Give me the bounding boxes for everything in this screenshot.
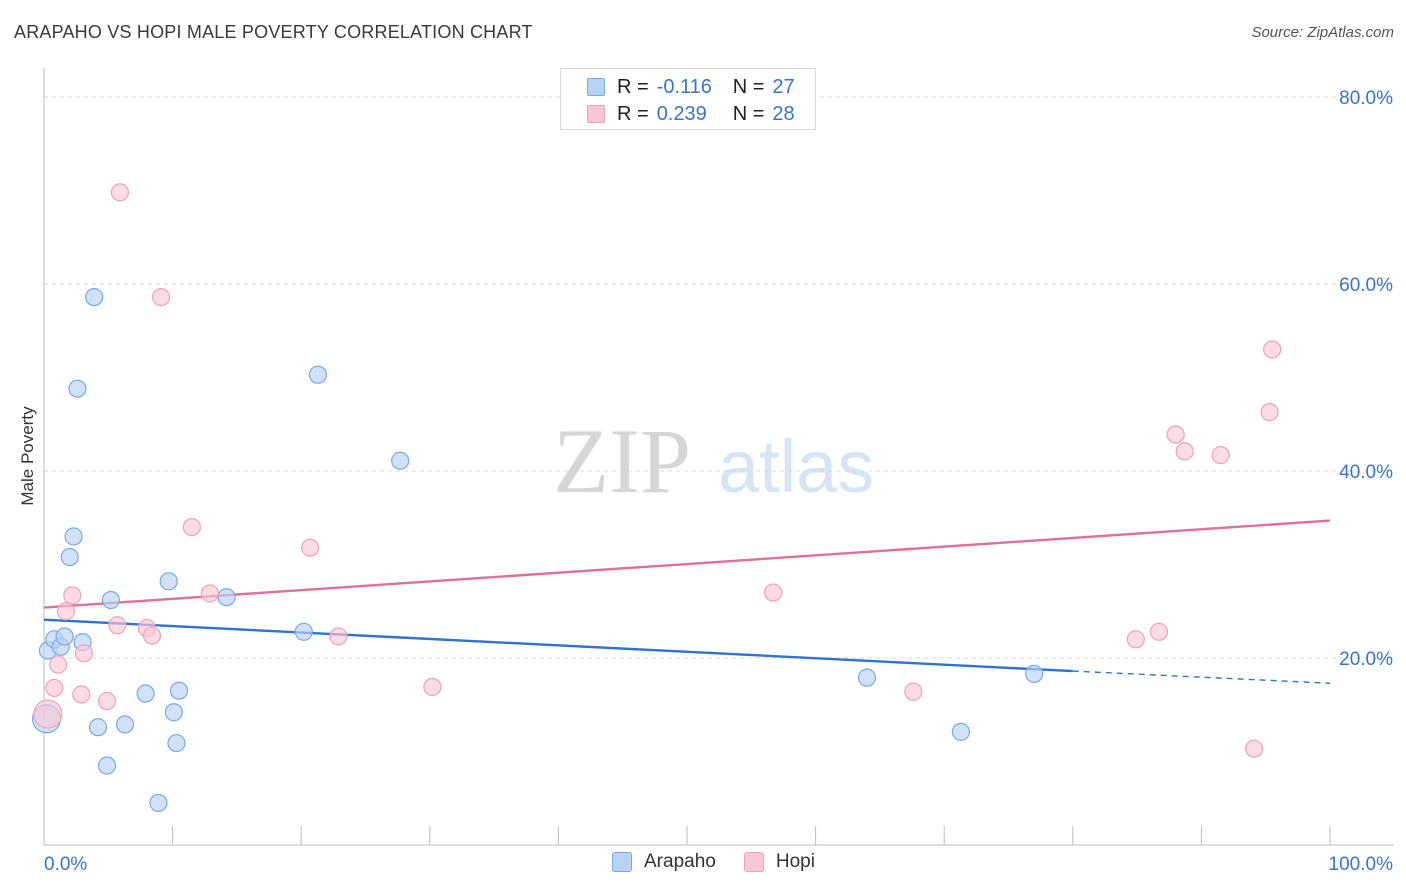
- arapaho-swatch: [587, 78, 605, 96]
- x-tick-label: 100.0%: [1329, 854, 1394, 875]
- arapaho-point: [136, 684, 155, 703]
- hopi-point: [142, 626, 162, 645]
- arapaho-point: [857, 668, 877, 687]
- hopi-point: [301, 538, 320, 557]
- arapaho-point: [159, 572, 178, 591]
- hopi-point: [1126, 630, 1145, 649]
- arapaho-trend-line: [43, 618, 1073, 673]
- r-label: R =: [617, 102, 649, 125]
- x-tick-labels: 0.0% 100.0%: [44, 854, 1393, 875]
- hopi-point: [764, 583, 783, 602]
- legend-item-arapaho[interactable]: Arapaho: [612, 851, 716, 873]
- hopi-point: [329, 627, 348, 646]
- arapaho-point: [85, 287, 104, 307]
- hopi-point: [423, 677, 442, 697]
- arapaho-point: [391, 451, 410, 470]
- arapaho-point: [64, 527, 83, 546]
- arapaho-point: [88, 718, 108, 737]
- hopi-swatch: [743, 852, 764, 872]
- hopi-point: [200, 584, 219, 603]
- hopi-point: [1245, 739, 1264, 758]
- hopi-point: [56, 602, 75, 621]
- arapaho-point: [294, 622, 313, 641]
- arapaho-trend-extension: [1072, 670, 1331, 684]
- hopi-point: [45, 678, 64, 698]
- arapaho-point: [217, 588, 236, 607]
- stats-legend: R = -0.116 N = 27 R = 0.239 N = 28: [560, 68, 816, 130]
- hopi-point: [1260, 402, 1279, 422]
- hopi-trend-line: [43, 519, 1331, 609]
- y-tick-label: 20.0%: [1339, 649, 1393, 670]
- grid-lines: [44, 96, 1394, 659]
- y-tick-label: 40.0%: [1339, 462, 1393, 483]
- hopi-point: [72, 685, 91, 704]
- hopi-point: [110, 183, 129, 202]
- hopi-point: [1166, 425, 1185, 444]
- y-tick-label: 60.0%: [1339, 275, 1393, 296]
- watermark-atlas: atlas: [718, 425, 874, 508]
- n-value: 28: [772, 102, 795, 125]
- source-label: Source: ZipAtlas.com: [1251, 24, 1394, 41]
- data-points: [31, 183, 1282, 813]
- legend-item-hopi[interactable]: Hopi: [743, 851, 815, 873]
- hopi-point: [1263, 340, 1282, 359]
- hopi-point: [151, 287, 171, 307]
- hopi-point: [74, 644, 93, 663]
- n-label: N =: [732, 75, 765, 98]
- arapaho-point: [167, 733, 186, 753]
- chart-title: ARAPAHO VS HOPI MALE POVERTY CORRELATION…: [14, 22, 533, 42]
- y-tick-labels: 20.0% 40.0% 60.0% 80.0%: [1339, 88, 1393, 670]
- arapaho-point: [101, 590, 120, 610]
- watermark-zip: ZIP: [553, 410, 691, 512]
- y-tick-label: 80.0%: [1339, 88, 1393, 109]
- arapaho-point: [169, 681, 189, 700]
- arapaho-point: [115, 715, 135, 734]
- hopi-point: [49, 655, 68, 674]
- legend-label-hopi: Hopi: [775, 851, 815, 872]
- arapaho-point: [1025, 664, 1044, 683]
- arapaho-point: [951, 722, 971, 741]
- hopi-point: [1149, 622, 1169, 641]
- trend-lines: [43, 519, 1331, 684]
- arapaho-point: [60, 547, 79, 567]
- y-axis-label: Male Poverty: [18, 406, 37, 506]
- series-legend: Arapaho Hopi: [612, 851, 843, 873]
- arapaho-point: [55, 627, 74, 646]
- stats-row-arapaho: R = -0.116 N = 27: [587, 75, 795, 99]
- arapaho-point: [149, 793, 168, 813]
- r-value: -0.116: [656, 75, 712, 98]
- arapaho-point: [97, 756, 117, 775]
- hopi-point: [33, 699, 63, 729]
- r-value: 0.239: [656, 102, 707, 125]
- hopi-swatch: [587, 105, 605, 123]
- hopi-point: [904, 682, 923, 701]
- r-label: R =: [617, 75, 649, 98]
- stats-row-hopi: R = 0.239 N = 28: [587, 102, 795, 126]
- hopi-point: [1175, 442, 1194, 461]
- watermark: ZIP atlas: [553, 410, 874, 512]
- hopi-point: [182, 517, 201, 537]
- hopi-point: [108, 616, 127, 635]
- hopi-point: [97, 691, 117, 711]
- arapaho-swatch: [612, 852, 632, 872]
- n-value: 27: [772, 75, 795, 98]
- hopi-point: [1211, 446, 1230, 465]
- arapaho-point: [68, 379, 87, 398]
- arapaho-point: [164, 703, 183, 722]
- x-tick-label: 0.0%: [44, 854, 87, 875]
- hopi-point: [63, 586, 82, 605]
- legend-label-arapaho: Arapaho: [644, 851, 716, 872]
- arapaho-point: [308, 365, 328, 384]
- n-label: N =: [732, 102, 765, 125]
